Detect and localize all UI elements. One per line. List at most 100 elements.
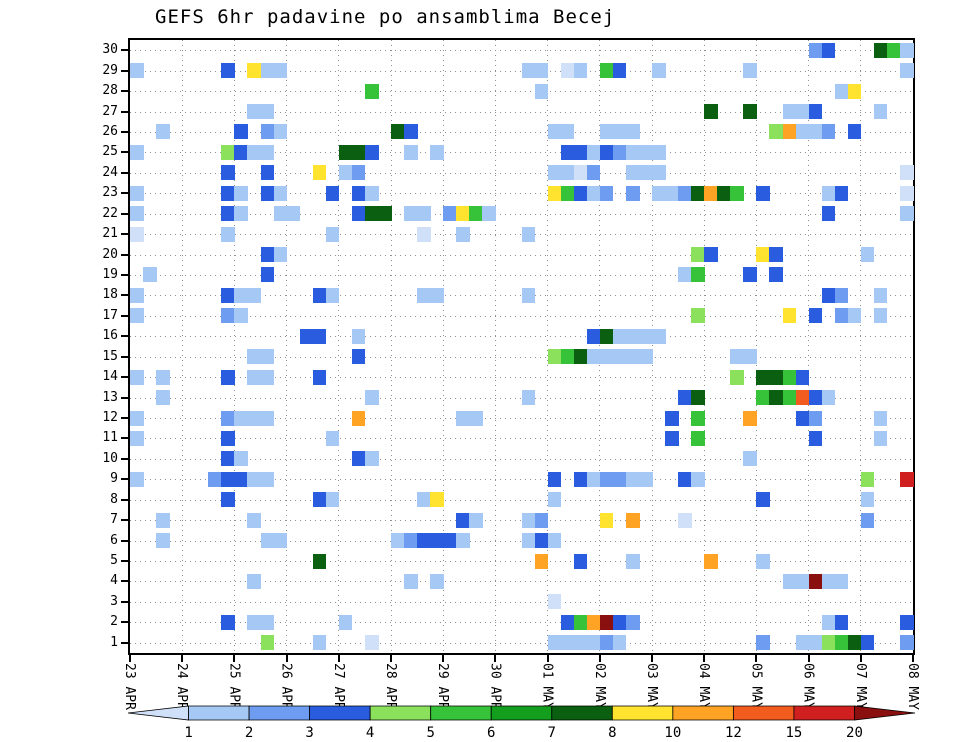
y-axis-tick (121, 641, 128, 644)
precip-cell (586, 635, 601, 651)
precip-cell (260, 635, 275, 651)
precip-cell (665, 430, 679, 446)
precip-cell (704, 553, 718, 569)
gridline-horizontal (130, 111, 913, 113)
x-axis-tick (598, 655, 601, 662)
x-axis-label: 25 APR (226, 663, 242, 710)
precip-cell (573, 144, 588, 160)
y-axis-tick (121, 233, 128, 236)
y-axis-label: 25 (102, 144, 118, 160)
precip-cell (443, 533, 457, 549)
precip-cell (573, 165, 588, 181)
precip-cell (730, 369, 744, 385)
precip-cell (886, 42, 901, 58)
y-axis-tick (121, 560, 128, 563)
precip-cell (521, 390, 536, 406)
gridline-horizontal (130, 91, 913, 93)
precip-cell (469, 512, 483, 528)
gridline-horizontal (130, 438, 913, 440)
gridline-vertical (338, 40, 340, 653)
precip-cell (599, 328, 614, 344)
precip-cell (260, 410, 275, 426)
x-axis-tick (390, 655, 392, 662)
precip-cell (756, 553, 771, 569)
precip-cell (130, 226, 144, 242)
precip-cell (573, 553, 588, 569)
y-axis-label: 11 (102, 430, 118, 446)
precip-cell (417, 206, 431, 222)
colorbar-label: 3 (305, 725, 313, 741)
precip-cell (351, 185, 366, 201)
precip-cell (638, 165, 653, 181)
precip-cell (404, 533, 418, 549)
precip-cell (534, 553, 549, 569)
y-axis-tick (121, 478, 128, 481)
colorbar-scale: 1 2 3 4 5 6 7 8 10 12 15 20 (127, 705, 916, 741)
precip-cell (899, 42, 914, 58)
y-axis-label: 16 (102, 328, 118, 344)
colorbar-segment (551, 705, 613, 721)
precip-cell (273, 185, 288, 201)
precip-cell (625, 349, 640, 365)
precip-cell (482, 206, 496, 222)
y-axis-label: 3 (110, 593, 118, 609)
precip-cell (612, 63, 627, 79)
precip-cell (221, 614, 235, 630)
precip-cell (808, 430, 823, 446)
precip-cell (821, 390, 836, 406)
x-axis-label: 06 MAY (800, 663, 816, 710)
precip-cell (573, 349, 588, 365)
precip-cell (234, 410, 249, 426)
precip-cell (351, 165, 366, 181)
precip-cell (547, 185, 562, 201)
y-axis-label: 24 (102, 164, 118, 180)
precip-cell (404, 573, 418, 589)
precip-cell (860, 492, 875, 508)
precip-cell (834, 287, 849, 303)
precip-cell (430, 287, 444, 303)
precip-cell (599, 614, 614, 630)
precip-cell (417, 492, 431, 508)
precip-cell (847, 124, 862, 140)
precip-cell (586, 328, 601, 344)
precip-cell (312, 328, 327, 344)
colorbar-label: 4 (366, 725, 374, 741)
precip-cell (130, 144, 144, 160)
gridline-horizontal (130, 213, 913, 215)
x-axis-tick (651, 655, 653, 662)
y-axis-tick (121, 580, 128, 583)
precip-cell (156, 124, 170, 140)
x-axis-tick (233, 655, 236, 662)
precip-cell (247, 471, 262, 487)
x-axis-label: 29 APR (435, 663, 451, 710)
colorbar-segment (188, 705, 250, 721)
gridline-horizontal (130, 418, 913, 420)
precip-cell (130, 308, 144, 324)
gridline-horizontal (130, 336, 913, 338)
precip-cell (560, 165, 575, 181)
precip-cell (156, 390, 170, 406)
precip-cell (638, 349, 653, 365)
precip-cell (717, 185, 731, 201)
precip-cell (560, 349, 575, 365)
precip-cell (521, 287, 536, 303)
y-axis-tick (121, 417, 128, 420)
precip-cell (625, 144, 640, 160)
gridline-horizontal (130, 274, 913, 276)
precip-cell (573, 635, 588, 651)
x-axis-label: 07 MAY (852, 663, 868, 710)
precip-cell (599, 471, 614, 487)
x-axis-tick (546, 655, 549, 662)
precip-cell (573, 185, 588, 201)
precip-cell (351, 144, 366, 160)
precip-cell (586, 144, 601, 160)
precip-cell (821, 287, 836, 303)
x-axis-tick (129, 655, 131, 662)
precip-cell (325, 226, 340, 242)
y-axis-tick (121, 69, 128, 72)
gridline-horizontal (130, 642, 913, 644)
colorbar-segment (732, 705, 795, 721)
precip-cell (430, 533, 444, 549)
precip-cell (652, 165, 666, 181)
